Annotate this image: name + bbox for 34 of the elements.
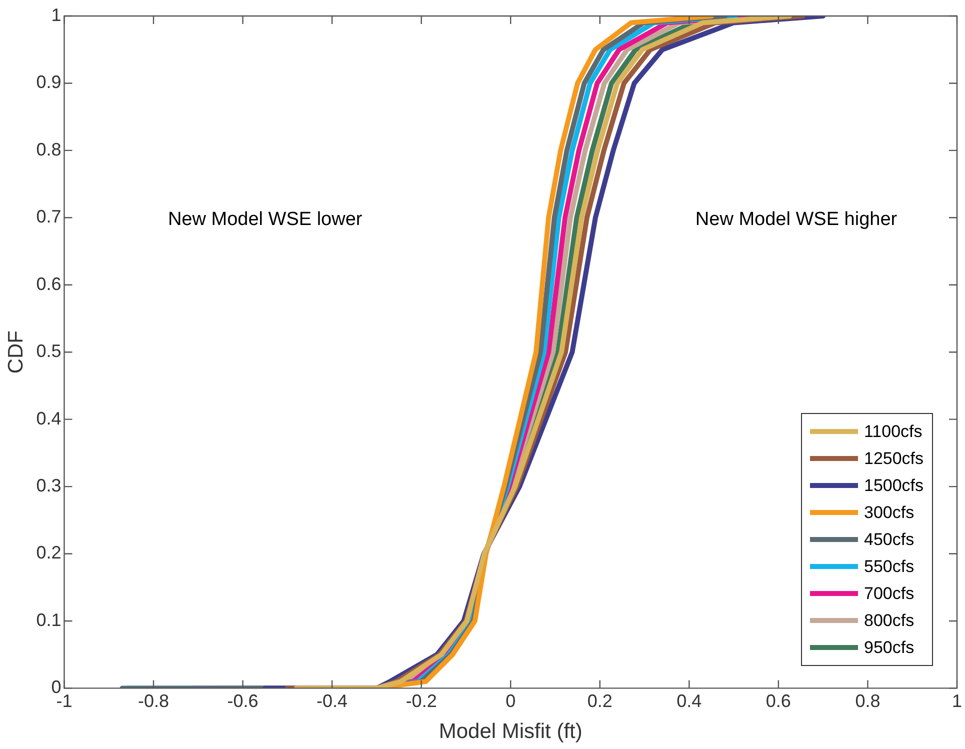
x-tick-label: 0 bbox=[506, 690, 516, 711]
y-tick-label: 0.6 bbox=[36, 274, 62, 294]
x-tick-label: 0.4 bbox=[676, 690, 702, 711]
y-tick-label: 0.7 bbox=[36, 206, 62, 227]
y-tick-label: 0.9 bbox=[36, 72, 62, 92]
x-tick-label: 0.6 bbox=[766, 690, 791, 711]
x-tick-label: 0.8 bbox=[855, 690, 880, 711]
x-tick-label: -0.2 bbox=[406, 690, 437, 711]
x-tick-label: -0.4 bbox=[316, 690, 348, 711]
x-tick-label: 1 bbox=[952, 690, 962, 711]
y-axis-title: CDF bbox=[4, 330, 28, 374]
legend-label: 700cfs bbox=[864, 584, 914, 604]
legend-label: 1100cfs bbox=[864, 422, 922, 442]
legend-label: 800cfs bbox=[864, 610, 914, 631]
legend-label: 950cfs bbox=[864, 638, 914, 658]
y-tick-label: 0.8 bbox=[36, 139, 62, 160]
legend-label: 1250cfs bbox=[864, 448, 924, 469]
x-axis-title: Model Misfit (ft) bbox=[438, 720, 582, 744]
x-tick-label: -0.6 bbox=[227, 690, 258, 711]
annotation: New Model WSE higher bbox=[695, 208, 898, 231]
y-tick-label: 0.2 bbox=[36, 542, 62, 563]
y-tick-label: 0.4 bbox=[36, 408, 62, 428]
y-tick-label: 0.3 bbox=[36, 476, 62, 496]
y-tick-label: 0 bbox=[51, 677, 62, 698]
annotation: New Model WSE lower bbox=[168, 208, 362, 231]
y-tick-label: 0.5 bbox=[36, 341, 62, 362]
y-tick-label: 1 bbox=[51, 4, 62, 25]
x-tick-label: -0.8 bbox=[138, 690, 170, 711]
legend-label: 1500cfs bbox=[864, 476, 924, 496]
y-tick-label: 0.1 bbox=[36, 610, 62, 630]
legend-label: 300cfs bbox=[864, 502, 914, 523]
legend-label: 550cfs bbox=[864, 556, 914, 577]
legend-label: 450cfs bbox=[864, 530, 914, 550]
x-tick-label: 0.2 bbox=[587, 690, 612, 711]
